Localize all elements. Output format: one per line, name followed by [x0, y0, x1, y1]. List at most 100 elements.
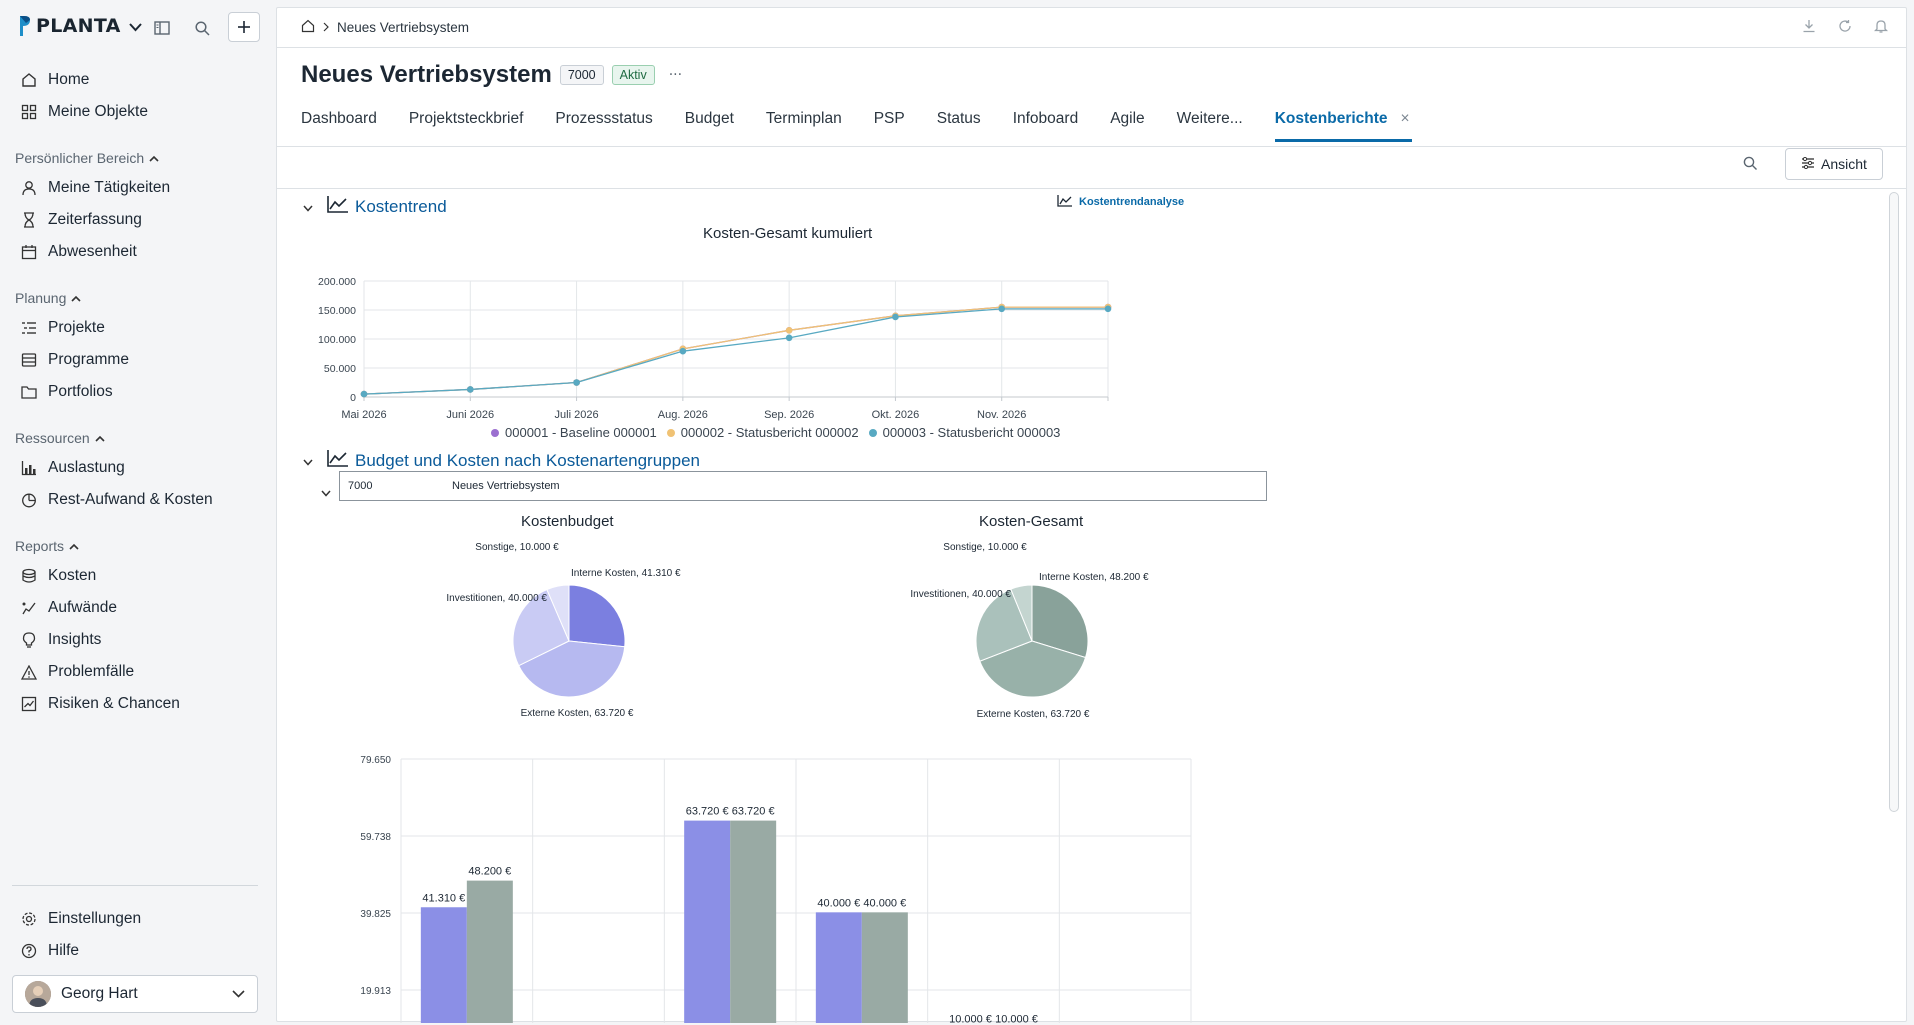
y-tick-label: 79.650: [360, 755, 391, 766]
line-chart-icon: [1057, 194, 1073, 210]
sidebar-toggle-icon[interactable]: [152, 18, 172, 38]
tab-weitere[interactable]: Weitere...: [1177, 110, 1243, 142]
legend-item[interactable]: 000002 - Statusbericht 000002: [666, 425, 859, 440]
home-icon[interactable]: [301, 19, 315, 36]
close-icon[interactable]: ×: [1400, 110, 1410, 127]
download-icon[interactable]: [1802, 19, 1816, 36]
tab-agile[interactable]: Agile: [1110, 110, 1144, 142]
line-chart-icon: [327, 449, 349, 472]
tab-dashboard[interactable]: Dashboard: [301, 110, 377, 142]
y-tick-label: 19.913: [360, 986, 391, 997]
section-kostentrend[interactable]: Kostentrend: [303, 195, 447, 218]
view-button-label: Ansicht: [1821, 156, 1867, 172]
bell-icon[interactable]: [1873, 19, 1889, 36]
sidebar-item-label: Zeiterfassung: [48, 211, 142, 228]
sidebar-item-kosten[interactable]: Kosten: [20, 562, 96, 590]
refresh-icon[interactable]: [1838, 19, 1852, 36]
sidebar-topbar: PLANTA: [12, 12, 262, 44]
slice-label: Sonstige, 10.000 €: [475, 542, 559, 553]
scrollbar[interactable]: [1889, 192, 1899, 812]
tab-psp[interactable]: PSP: [874, 110, 905, 142]
brand-name: PLANTA: [36, 15, 121, 37]
sidebar-item-home[interactable]: Home: [20, 66, 89, 94]
sidebar-item-label: Portfolios: [48, 383, 113, 400]
user-menu[interactable]: Georg Hart: [12, 975, 258, 1013]
sidebar-item-abwesenheit[interactable]: Abwesenheit: [20, 238, 137, 266]
chevron-down-icon: [128, 15, 142, 37]
section-reports[interactable]: Reports: [15, 538, 79, 554]
sidebar-item-insights[interactable]: Insights: [20, 626, 101, 654]
chevron-down-icon: [232, 985, 245, 1003]
sidebar-item-risiken-chancen[interactable]: Risiken & Chancen: [20, 690, 180, 718]
page-title: Neues Vertriebsystem: [301, 61, 552, 88]
sidebar-item-aufwaende[interactable]: Aufwände: [20, 594, 117, 622]
section-persoenlicher-bereich[interactable]: Persönlicher Bereich: [15, 150, 159, 166]
pie-slice: [1010, 584, 1033, 642]
section-planung[interactable]: Planung: [15, 290, 81, 306]
tab-kostenberichte[interactable]: Kostenberichte ×: [1274, 110, 1412, 142]
stack-icon: [20, 351, 38, 369]
sidebar-item-problemfaelle[interactable]: Problemfälle: [20, 658, 134, 686]
pie-slice: [979, 640, 1087, 698]
section-title: Reports: [15, 538, 65, 554]
bar-value-label: 10.000 €: [949, 1013, 992, 1023]
bar-value-label: 40.000 €: [817, 897, 860, 909]
kostentrendanalyse-link[interactable]: Kostentrendanalyse: [1057, 194, 1184, 210]
legend-marker: [491, 428, 499, 437]
sidebar-item-label: Problemfälle: [48, 663, 135, 680]
tab-terminplan[interactable]: Terminplan: [766, 110, 842, 142]
sidebar-item-einstellungen[interactable]: Einstellungen: [20, 905, 141, 933]
tab-budget[interactable]: Budget: [685, 110, 734, 142]
slice-label: Interne Kosten, 48.200 €: [1039, 572, 1149, 583]
legend-label: 000002 - Statusbericht 000002: [680, 425, 859, 440]
sidebar-item-meine-objekte[interactable]: Meine Objekte: [20, 98, 148, 126]
tab-prozessstatus[interactable]: Prozessstatus: [555, 110, 652, 142]
data-point: [892, 313, 899, 321]
data-point: [466, 386, 474, 393]
sidebar-item-portfolios[interactable]: Portfolios: [20, 378, 113, 406]
legend-marker: [666, 428, 675, 437]
sidebar-item-hilfe[interactable]: Hilfe: [20, 937, 79, 965]
chevron-down-icon[interactable]: [321, 482, 331, 501]
sidebar-item-label: Rest-Aufwand & Kosten: [48, 491, 213, 508]
view-button[interactable]: Ansicht: [1785, 148, 1883, 180]
sidebar-item-label: Hilfe: [48, 942, 80, 959]
series-line: [363, 306, 1108, 395]
sidebar-item-programme[interactable]: Programme: [20, 346, 129, 374]
user-name: Georg Hart: [61, 985, 138, 1002]
section-ressourcen[interactable]: Ressourcen: [15, 430, 105, 446]
search-icon[interactable]: [1743, 156, 1758, 175]
tab-projektsteckbrief[interactable]: Projektsteckbrief: [409, 110, 524, 142]
link-label: Kostentrendanalyse: [1079, 196, 1185, 208]
legend-item[interactable]: 000003 - Statusbericht 000003: [868, 425, 1061, 440]
folder-icon: [20, 383, 38, 401]
sidebar-item-meine-taetigkeiten[interactable]: Meine Tätigkeiten: [20, 174, 170, 202]
section-budget-kosten[interactable]: Budget und Kosten nach Kostenartengruppe…: [303, 449, 700, 472]
project-row[interactable]: 7000 Neues Vertriebsystem: [339, 471, 1267, 501]
chevron-down-icon: [303, 451, 313, 471]
sidebar-item-rest-aufwand[interactable]: Rest-Aufwand & Kosten: [20, 486, 213, 514]
sliders-icon: [1801, 156, 1815, 172]
divider: [277, 188, 1906, 189]
sidebar: PLANTA Home Meine Objekte Persönlicher B…: [0, 0, 275, 1025]
create-button[interactable]: [228, 12, 260, 42]
series-line: [363, 308, 1108, 395]
legend-label: 000003 - Statusbericht 000003: [882, 425, 1061, 440]
sidebar-item-zeiterfassung[interactable]: Zeiterfassung: [20, 206, 142, 234]
tab-infoboard[interactable]: Infoboard: [1013, 110, 1079, 142]
x-tick-label: Juni 2026: [446, 409, 494, 421]
search-icon[interactable]: [192, 18, 212, 38]
section-title: Kostentrend: [355, 196, 447, 216]
project-row-id: 7000: [348, 480, 373, 492]
brand-logo[interactable]: PLANTA: [18, 14, 142, 38]
tab-status[interactable]: Status: [937, 110, 981, 142]
chart-title: Kosten-Gesamt: [979, 513, 1084, 530]
more-actions-button[interactable]: ···: [668, 67, 683, 83]
chart-title: Kosten-Gesamt kumuliert: [703, 225, 873, 242]
sidebar-item-auslastung[interactable]: Auslastung: [20, 454, 125, 482]
sidebar-item-label: Auslastung: [48, 459, 125, 476]
sidebar-item-projekte[interactable]: Projekte: [20, 314, 105, 342]
breadcrumb-current[interactable]: Neues Vertriebsystem: [337, 20, 470, 35]
chart-legend: 000001 - Baseline 000001 000002 - Statusb…: [491, 425, 1070, 440]
legend-item[interactable]: 000001 - Baseline 000001: [491, 425, 657, 440]
